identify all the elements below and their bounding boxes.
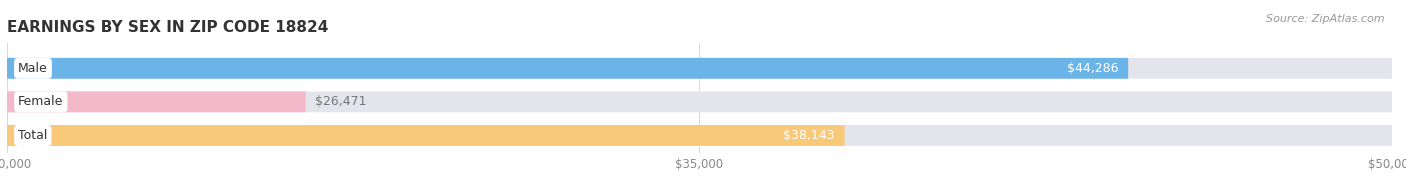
Text: Source: ZipAtlas.com: Source: ZipAtlas.com: [1267, 14, 1385, 24]
FancyBboxPatch shape: [7, 92, 305, 112]
Text: Total: Total: [18, 129, 48, 142]
FancyBboxPatch shape: [7, 125, 845, 146]
Text: EARNINGS BY SEX IN ZIP CODE 18824: EARNINGS BY SEX IN ZIP CODE 18824: [7, 20, 329, 35]
FancyBboxPatch shape: [7, 125, 1392, 146]
Text: $38,143: $38,143: [783, 129, 835, 142]
Text: $26,471: $26,471: [315, 95, 367, 108]
Text: $44,286: $44,286: [1067, 62, 1118, 75]
FancyBboxPatch shape: [7, 58, 1392, 79]
Text: Male: Male: [18, 62, 48, 75]
FancyBboxPatch shape: [7, 92, 1392, 112]
FancyBboxPatch shape: [7, 58, 1128, 79]
Text: Female: Female: [18, 95, 63, 108]
